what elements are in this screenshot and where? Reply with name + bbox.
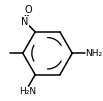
Text: O: O bbox=[25, 5, 32, 15]
Text: H₂N: H₂N bbox=[19, 87, 36, 96]
Text: N: N bbox=[21, 17, 29, 27]
Text: NH₂: NH₂ bbox=[85, 49, 102, 58]
